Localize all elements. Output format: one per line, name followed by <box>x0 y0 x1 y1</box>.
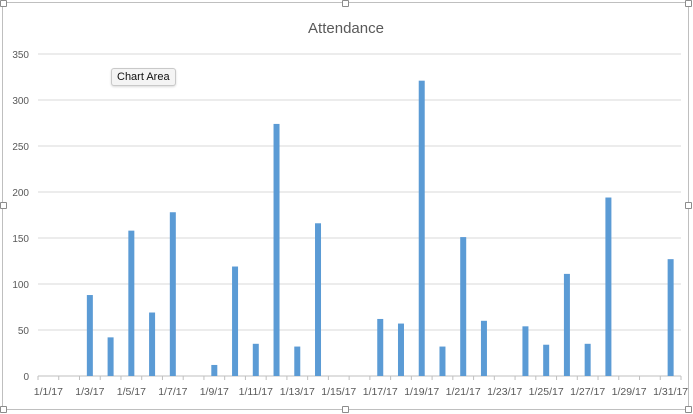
bar-1-27-17[interactable] <box>584 343 591 376</box>
x-tick-label: 1/7/17 <box>158 386 187 398</box>
bar-1-31-17[interactable] <box>667 259 674 376</box>
bar-1-5-17[interactable] <box>128 230 135 376</box>
bar-1-11-17[interactable] <box>252 343 259 376</box>
y-tick-label: 150 <box>12 234 29 245</box>
x-tick-label: 1/13/17 <box>280 386 315 398</box>
bar-1-19-17[interactable] <box>418 80 425 377</box>
bar-1-10-17[interactable] <box>232 266 239 376</box>
resize-handle-top-left[interactable] <box>0 0 7 7</box>
bar-1-4-17[interactable] <box>107 337 114 376</box>
x-tick-label: 1/25/17 <box>529 386 564 398</box>
resize-handle-bottom-center[interactable] <box>342 406 349 413</box>
bar-1-9-17[interactable] <box>211 364 218 376</box>
resize-handle-bottom-right[interactable] <box>685 406 692 413</box>
bar-1-28-17[interactable] <box>605 197 612 376</box>
resize-handle-bottom-left[interactable] <box>0 406 7 413</box>
y-axis-tick-labels: 0 50 100 150 200 250 300 350 <box>12 50 29 383</box>
x-tick-label: 1/3/17 <box>75 386 104 398</box>
bar-1-12-17[interactable] <box>273 123 280 376</box>
y-tick-label: 100 <box>12 280 29 291</box>
bar-1-3-17[interactable] <box>86 295 93 376</box>
bar-1-25-17[interactable] <box>543 344 550 376</box>
bar-1-7-17[interactable] <box>169 212 176 376</box>
y-tick-label: 250 <box>12 142 29 153</box>
x-tick-label: 1/9/17 <box>200 386 229 398</box>
bars <box>86 80 674 377</box>
x-tick-label: 1/11/17 <box>239 386 273 398</box>
chart-area[interactable]: Attendance 0 50 100 150 200 250 300 350 1/1/17 1… <box>2 2 689 410</box>
chart-area-tooltip: Chart Area <box>111 68 176 86</box>
chart-title: Attendance <box>308 20 384 37</box>
bar-1-6-17[interactable] <box>149 312 156 376</box>
y-tick-label: 0 <box>23 372 29 383</box>
bar-1-20-17[interactable] <box>439 346 446 376</box>
y-tick-label: 350 <box>12 50 29 61</box>
resize-handle-middle-left[interactable] <box>0 202 7 209</box>
y-tick-label: 300 <box>12 96 29 107</box>
x-axis-tick-labels: 1/1/17 1/3/17 1/5/17 1/7/17 1/9/17 1/11/17 1/1… <box>34 386 689 398</box>
x-tick-label: 1/27/17 <box>570 386 605 398</box>
x-tick-label: 1/15/17 <box>321 386 356 398</box>
resize-handle-top-center[interactable] <box>342 0 349 7</box>
bar-1-24-17[interactable] <box>522 326 529 376</box>
x-tick-label: 1/19/17 <box>404 386 439 398</box>
x-tick-label: 1/31/17 <box>653 386 688 398</box>
bar-1-14-17[interactable] <box>315 223 322 376</box>
y-tick-label: 200 <box>12 188 29 199</box>
x-tick-label: 1/1/17 <box>34 386 63 398</box>
bar-1-22-17[interactable] <box>480 320 487 376</box>
bar-1-17-17[interactable] <box>377 318 384 376</box>
bar-1-26-17[interactable] <box>563 273 570 376</box>
bar-1-18-17[interactable] <box>397 323 404 376</box>
x-tick-label: 1/23/17 <box>487 386 522 398</box>
resize-handle-middle-right[interactable] <box>685 202 692 209</box>
x-tick-label: 1/17/17 <box>363 386 398 398</box>
x-tick-label: 1/29/17 <box>612 386 647 398</box>
bar-1-13-17[interactable] <box>294 346 301 376</box>
x-tick-label: 1/21/17 <box>446 386 481 398</box>
x-tick-label: 1/5/17 <box>117 386 146 398</box>
bar-1-21-17[interactable] <box>460 237 467 376</box>
gridlines <box>37 53 682 380</box>
y-tick-label: 50 <box>18 326 30 337</box>
resize-handle-top-right[interactable] <box>685 0 692 7</box>
